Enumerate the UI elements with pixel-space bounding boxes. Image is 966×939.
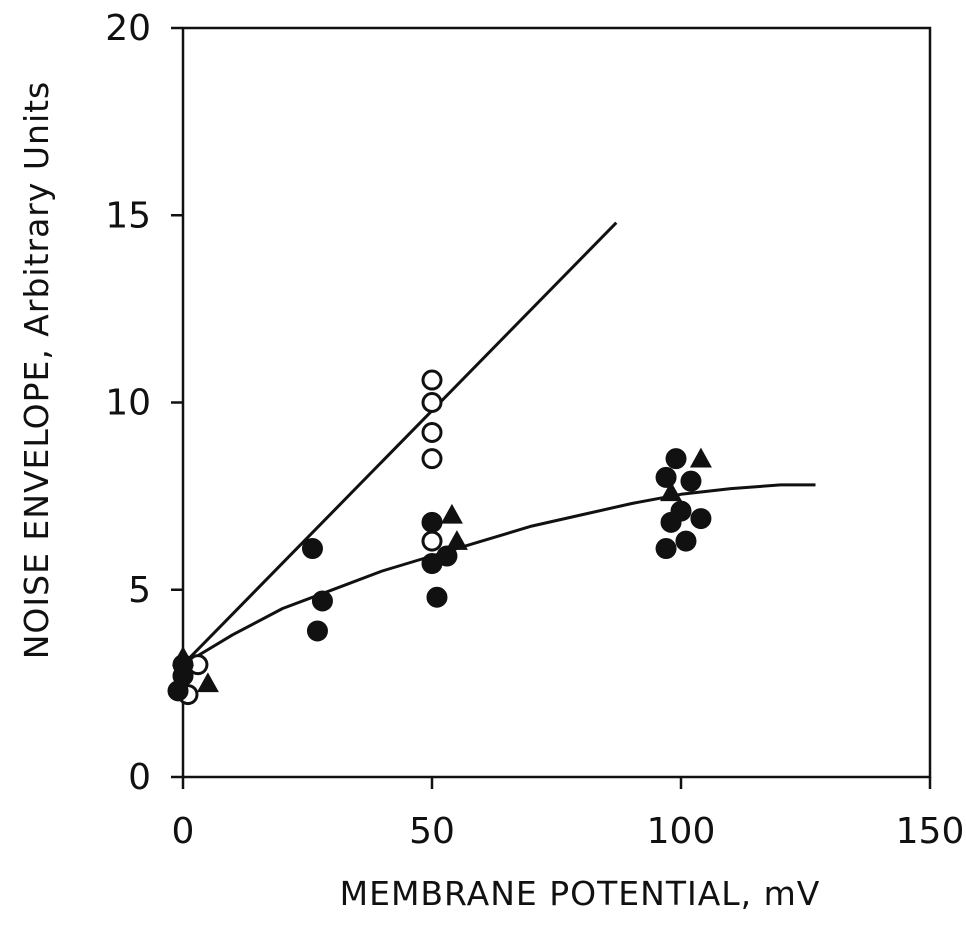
filled-triangle-point — [196, 672, 219, 693]
x-axis-title: MEMBRANE POTENTIAL, mV — [340, 874, 821, 913]
filled-circle-point — [675, 530, 697, 552]
open-circle-point — [421, 421, 443, 443]
filled-circle-point — [655, 538, 677, 560]
open-circle-point — [421, 530, 443, 552]
saturating-fit-curve — [182, 483, 816, 666]
filled-circle-point — [311, 590, 333, 612]
y-tick-label: 10 — [105, 383, 151, 424]
x-tick-label: 100 — [647, 811, 716, 852]
plot-frame — [181, 26, 932, 779]
filled-triangle-point — [440, 503, 463, 524]
filled-circle-point — [306, 620, 328, 642]
y-axis-title: NOISE ENVELOPE, Arbitrary Units — [17, 81, 56, 660]
open-circle-point — [421, 448, 443, 470]
y-tick-label: 20 — [105, 8, 151, 49]
open-circle-point — [421, 392, 443, 413]
linear-fit-line — [181, 221, 618, 666]
x-tick-label: 50 — [409, 811, 455, 852]
filled-circle-point — [426, 586, 448, 608]
filled-triangle-point — [660, 481, 683, 502]
filled-triangle-point — [689, 447, 712, 468]
filled-circle-point — [421, 511, 443, 533]
open-circle-point — [421, 369, 443, 391]
filled-circle-point — [436, 545, 458, 567]
filled-circle-point — [301, 538, 323, 560]
x-tick-label: 150 — [896, 811, 965, 852]
filled-triangle-point — [445, 530, 468, 550]
x-tick-label: 0 — [172, 811, 195, 852]
filled-circle-point — [655, 466, 677, 488]
filled-circle-point — [670, 500, 692, 522]
y-tick-label: 15 — [105, 195, 151, 236]
y-tick-label: 0 — [128, 757, 151, 798]
filled-circle-point — [665, 448, 687, 470]
filled-circle-point — [680, 470, 702, 492]
y-tick-label: 5 — [128, 570, 151, 611]
filled-circle-point — [690, 508, 712, 530]
filled-triangle-point — [172, 646, 194, 666]
